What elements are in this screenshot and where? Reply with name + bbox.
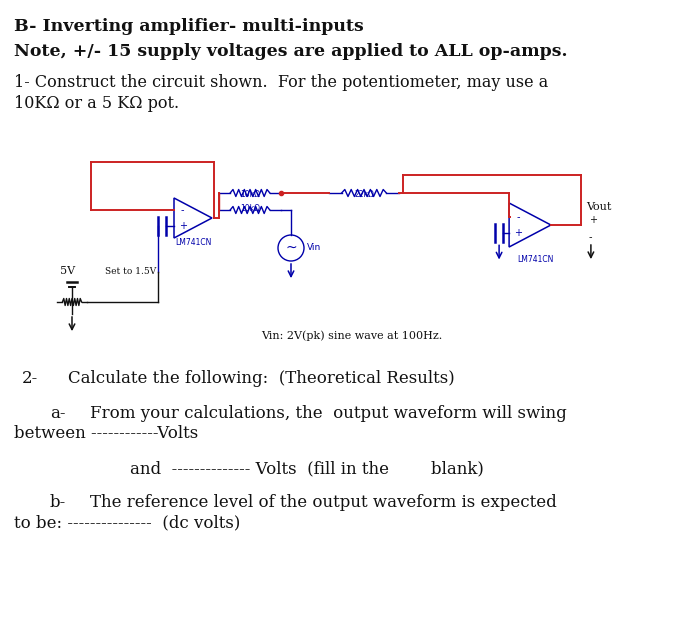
Text: -: -	[181, 205, 184, 215]
Text: -: -	[589, 232, 592, 242]
Text: 1- Construct the circuit shown.  For the potentiometer, may use a: 1- Construct the circuit shown. For the …	[14, 74, 548, 91]
Text: 22kΩ: 22kΩ	[354, 190, 374, 199]
Text: a-: a-	[50, 405, 66, 422]
Text: Vin: Vin	[307, 243, 321, 253]
Text: LM741CN: LM741CN	[175, 238, 211, 247]
Text: 2-: 2-	[22, 370, 38, 387]
Text: From your calculations, the  output waveform will swing: From your calculations, the output wavef…	[90, 405, 567, 422]
Text: to be: ---------------  (dc volts): to be: --------------- (dc volts)	[14, 514, 240, 531]
Text: +: +	[589, 215, 597, 225]
Text: 5V: 5V	[60, 266, 76, 276]
Text: +: +	[514, 228, 522, 238]
Text: and  -------------- Volts  (fill in the        blank): and -------------- Volts (fill in the bl…	[130, 460, 484, 477]
Text: +: +	[178, 221, 186, 231]
Text: Vin: 2V(pk) sine wave at 100Hz.: Vin: 2V(pk) sine wave at 100Hz.	[261, 330, 442, 341]
Text: ~: ~	[285, 241, 297, 255]
Text: 10kΩ: 10kΩ	[240, 190, 260, 199]
Text: Calculate the following:  (Theoretical Results): Calculate the following: (Theoretical Re…	[68, 370, 455, 387]
Text: Vout: Vout	[586, 202, 611, 212]
Text: b-: b-	[50, 494, 66, 511]
Text: Note, +/- 15 supply voltages are applied to ALL op-amps.: Note, +/- 15 supply voltages are applied…	[14, 43, 568, 60]
Text: B- Inverting amplifier- multi-inputs: B- Inverting amplifier- multi-inputs	[14, 18, 364, 35]
Text: between ------------Volts: between ------------Volts	[14, 425, 198, 442]
Text: -: -	[517, 211, 520, 221]
Text: The reference level of the output waveform is expected: The reference level of the output wavefo…	[90, 494, 556, 511]
Text: LM741CN: LM741CN	[517, 255, 553, 264]
Text: Set to 1.5V: Set to 1.5V	[105, 267, 156, 277]
Text: 10kΩ: 10kΩ	[240, 204, 260, 213]
Text: 10KΩ or a 5 KΩ pot.: 10KΩ or a 5 KΩ pot.	[14, 95, 179, 112]
